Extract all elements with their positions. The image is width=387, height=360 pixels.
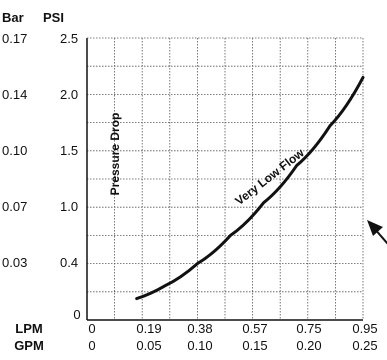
x-tick-label-lpm: 0.19 — [136, 321, 161, 336]
y-unit-bar: Bar — [2, 10, 24, 25]
x-tick-label-gpm: 0.20 — [296, 338, 321, 353]
y-tick-label-psi: 2.0 — [60, 87, 78, 102]
y-axis-label: Pressure Drop — [108, 113, 122, 196]
y-tick-labels: 0.17 2.5 0.14 2.0 0.10 1.5 0.07 1.0 0.03 0.4 0 — [2, 31, 81, 322]
y-tick-label-psi: 2.5 — [60, 31, 78, 46]
x-tick-label-lpm: 0.95 — [352, 321, 377, 336]
x-unit-gpm: GPM — [14, 338, 44, 353]
series-line-very-low-flow — [135, 75, 365, 301]
x-tick-label-gpm: 0.10 — [187, 338, 212, 353]
x-tick-label-gpm: 0.15 — [242, 338, 267, 353]
y-tick-label-psi: 1.5 — [60, 143, 78, 158]
x-tick-label-gpm: 0 — [88, 338, 95, 353]
y-tick-label-psi: 0.4 — [60, 255, 78, 270]
y-unit-psi: PSI — [43, 10, 64, 25]
pointer-arrow-icon — [367, 220, 387, 245]
x-tick-label-lpm: 0.75 — [296, 321, 321, 336]
x-unit-lpm: LPM — [15, 321, 42, 336]
y-tick-label-psi: 1.0 — [60, 199, 78, 214]
x-tick-label-lpm: 0.38 — [187, 321, 212, 336]
y-tick-label-bar: 0.10 — [2, 143, 27, 158]
y-tick-label-bar: 0.03 — [2, 255, 27, 270]
y-tick-label-bar: 0.07 — [2, 199, 27, 214]
x-tick-label-lpm: 0 — [88, 321, 95, 336]
x-tick-labels: 0 0 0.19 0.05 0.38 0.10 0.57 0.15 0.75 0.20 0.95 0.… — [88, 321, 377, 353]
y-tick-label-bar: 0.17 — [2, 31, 27, 46]
x-tick-label-gpm: 0.25 — [352, 338, 377, 353]
y-tick-label-psi: 0 — [73, 307, 80, 322]
chart-grid — [87, 38, 363, 320]
x-tick-label-lpm: 0.57 — [242, 321, 267, 336]
y-tick-label-bar: 0.14 — [2, 87, 27, 102]
x-tick-label-gpm: 0.05 — [136, 338, 161, 353]
plot-frame — [86, 37, 364, 321]
